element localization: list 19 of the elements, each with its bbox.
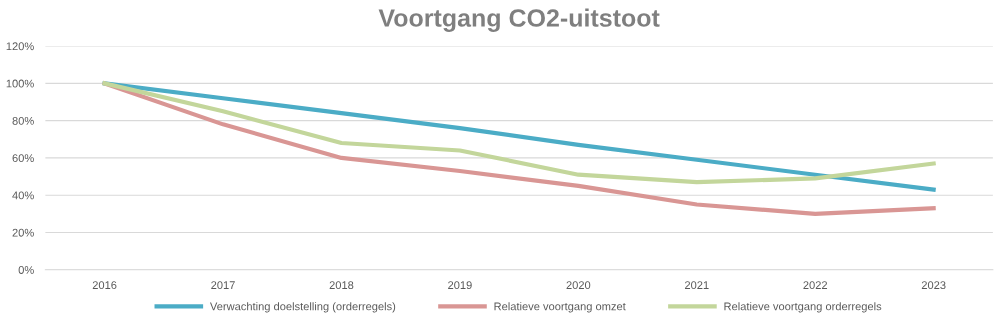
legend-label: Relatieve voortgang orderregels: [724, 302, 882, 313]
y-tick-label: 80%: [12, 116, 34, 125]
x-tick-label: 2020: [566, 281, 591, 290]
x-tick-label: 2023: [921, 281, 946, 290]
chart-title: Voortgang CO2-uitstoot: [378, 8, 660, 32]
y-tick-label: 120%: [6, 42, 34, 51]
legend-label: Relatieve voortgang omzet: [494, 302, 626, 313]
y-tick-label: 20%: [12, 228, 34, 237]
x-tick-label: 2021: [684, 281, 709, 290]
x-tick-label: 2018: [329, 281, 354, 290]
y-tick-label: 100%: [6, 79, 34, 88]
y-tick-label: 60%: [12, 154, 34, 163]
y-tick-label: 0%: [18, 266, 34, 274]
x-tick-label: 2017: [211, 281, 235, 290]
y-tick-label: 40%: [12, 191, 34, 200]
x-tick-label: 2016: [92, 281, 117, 290]
x-tick-label: 2022: [803, 281, 828, 290]
legend-label: Verwachting doelstelling (orderregels): [209, 302, 396, 313]
x-tick-label: 2019: [448, 281, 472, 290]
